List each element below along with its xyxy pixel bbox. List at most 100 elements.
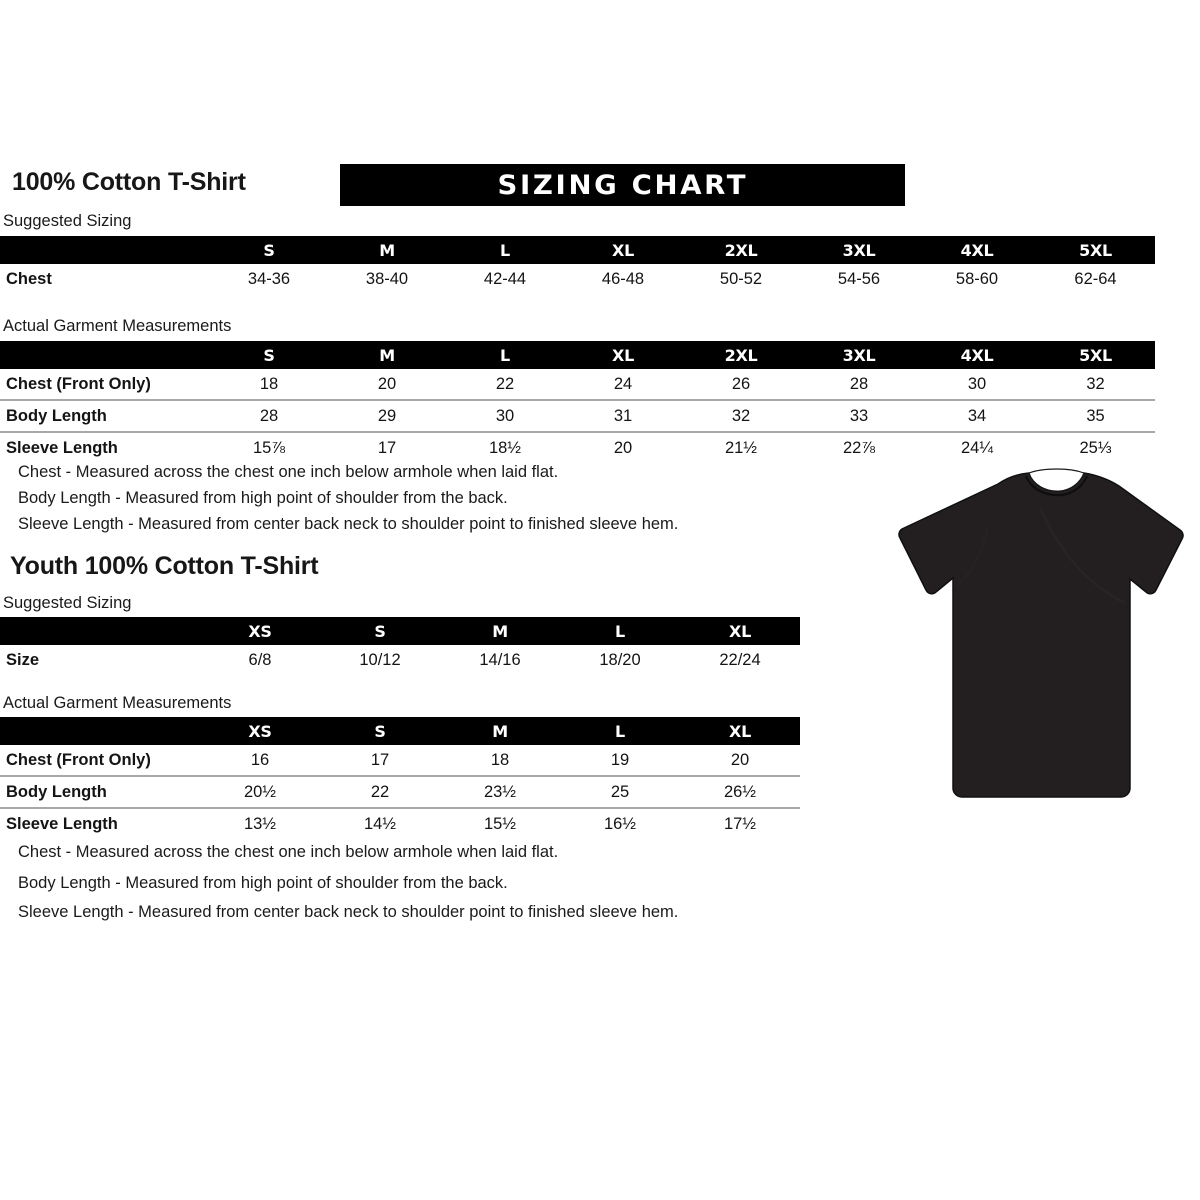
- table-row: Chest (Front Only) 16 17 18 19 20: [0, 745, 800, 776]
- cell-bodylength-l: 25: [560, 775, 680, 808]
- col-head-m: M: [379, 345, 395, 365]
- cell-chest-m: 38-40: [365, 269, 409, 288]
- cell-sleevelength-xl: 17½: [680, 807, 800, 839]
- cell-chestfront-m: 18: [490, 750, 510, 769]
- cell-bodylength-xs: 20½: [200, 775, 320, 808]
- product-image-black-tshirt: [890, 468, 1190, 813]
- cell-chestfront-l: 19: [610, 750, 630, 769]
- table-row: Chest 34-36 38-40 42-44 46-48 50-52 54-5…: [0, 264, 1155, 294]
- cell-chestfront-l: 22: [495, 374, 515, 393]
- col-head-l: L: [500, 240, 510, 260]
- cell-sleevelength-l: 16½: [560, 807, 680, 839]
- cell-chestfront-2xl: 26: [731, 374, 751, 393]
- col-head-blank: [0, 236, 210, 264]
- cell-chest-l: 42-44: [483, 269, 527, 288]
- cell-chestfront-s: 17: [370, 750, 390, 769]
- cell-size-s: 10/12: [359, 650, 401, 669]
- table-row: Sleeve Length 13½ 14½ 15½ 16½ 17½: [0, 807, 800, 839]
- col-head-xs: XS: [248, 621, 272, 641]
- cell-sleevelength-l: 18½: [446, 431, 564, 463]
- col-head-3xl: 3XL: [842, 345, 876, 365]
- table-row: Size 6/8 10/12 14/16 18/20 22/24: [0, 645, 800, 675]
- cell-chestfront-xl: 24: [613, 374, 633, 393]
- row-label-sleeve-length: Sleeve Length: [0, 431, 210, 463]
- cell-chestfront-xs: 16: [250, 750, 270, 769]
- cell-bodylength-s: 28: [210, 399, 328, 432]
- cell-bodylength-m: 29: [328, 399, 446, 432]
- cell-chestfront-m: 20: [377, 374, 397, 393]
- cell-sleevelength-4xl: 24¼: [918, 431, 1036, 463]
- cell-chestfront-4xl: 30: [967, 374, 987, 393]
- cell-size-xl: 22/24: [719, 650, 761, 669]
- cell-chest-5xl: 62-64: [1074, 269, 1117, 288]
- col-head-5xl: 5XL: [1079, 345, 1112, 365]
- row-label-sleeve-length: Sleeve Length: [0, 807, 200, 839]
- table-row: Body Length 20½ 22 23½ 25 26½: [0, 775, 800, 808]
- col-head-m: M: [492, 621, 508, 641]
- col-head-2xl: 2XL: [724, 240, 758, 260]
- adult-note-chest: Chest - Measured across the chest one in…: [18, 463, 559, 481]
- adult-note-sleeve-length: Sleeve Length - Measured from center bac…: [18, 515, 679, 533]
- cell-size-m: 14/16: [479, 650, 521, 669]
- cell-sleevelength-m: 15½: [440, 807, 560, 839]
- cell-bodylength-3xl: 33: [800, 399, 918, 432]
- table-row: Sleeve Length 15⅞ 17 18½ 20 21½ 22⅞ 24¼ …: [0, 431, 1155, 463]
- cell-bodylength-2xl: 32: [682, 399, 800, 432]
- cell-size-xs: 6/8: [248, 650, 272, 669]
- col-head-xl: XL: [612, 240, 634, 260]
- cell-chest-3xl: 54-56: [837, 269, 881, 288]
- col-head-4xl: 4XL: [960, 345, 994, 365]
- youth-suggested-sizing-table: XS S M L XL Size 6/8 10/12 14/16 18/20 2…: [0, 617, 800, 675]
- adult-actual-measurements-table: S M L XL 2XL 3XL 4XL 5XL Chest (Front On…: [0, 341, 1155, 463]
- col-head-4xl: 4XL: [960, 240, 994, 260]
- table-row: Chest (Front Only) 18 20 22 24 26 28 30 …: [0, 369, 1155, 400]
- cell-sleevelength-5xl: 25⅓: [1036, 431, 1155, 463]
- col-head-s: S: [374, 621, 386, 641]
- sizing-chart-banner-text: SIZING CHART: [497, 169, 748, 201]
- adult-actual-measurements-label: Actual Garment Measurements: [3, 317, 232, 335]
- cell-bodylength-l: 30: [446, 399, 564, 432]
- col-head-blank: [0, 717, 200, 745]
- table-header-row: XS S M L XL: [0, 617, 800, 645]
- col-head-3xl: 3XL: [842, 240, 876, 260]
- cell-chest-xl: 46-48: [601, 269, 645, 288]
- table-header-row: S M L XL 2XL 3XL 4XL 5XL: [0, 341, 1155, 369]
- adult-suggested-sizing-table: S M L XL 2XL 3XL 4XL 5XL Chest 34-36 38-…: [0, 236, 1155, 294]
- cell-sleevelength-m: 17: [328, 431, 446, 463]
- cell-sleevelength-xl: 20: [564, 431, 682, 463]
- adult-note-body-length: Body Length - Measured from high point o…: [18, 489, 508, 507]
- cell-sleevelength-s: 14½: [320, 807, 440, 839]
- col-head-l: L: [500, 345, 510, 365]
- cell-size-l: 18/20: [599, 650, 641, 669]
- table-header-row: XS S M L XL: [0, 717, 800, 745]
- cell-sleevelength-3xl: 22⅞: [800, 431, 918, 463]
- row-label-chest: Chest: [6, 269, 52, 288]
- col-head-s: S: [374, 721, 386, 741]
- cell-bodylength-m: 23½: [440, 775, 560, 808]
- cell-bodylength-xl: 31: [564, 399, 682, 432]
- col-head-xl: XL: [729, 721, 751, 741]
- sizing-chart-banner: SIZING CHART: [340, 164, 905, 206]
- cell-bodylength-4xl: 34: [918, 399, 1036, 432]
- cell-chestfront-xl: 20: [730, 750, 750, 769]
- row-label-size: Size: [6, 650, 40, 669]
- col-head-2xl: 2XL: [724, 345, 758, 365]
- col-head-m: M: [379, 240, 395, 260]
- youth-note-sleeve-length: Sleeve Length - Measured from center bac…: [18, 903, 679, 921]
- col-head-s: S: [263, 240, 275, 260]
- col-head-xl: XL: [612, 345, 634, 365]
- col-head-5xl: 5XL: [1079, 240, 1112, 260]
- youth-note-body-length: Body Length - Measured from high point o…: [18, 874, 508, 892]
- cell-bodylength-5xl: 35: [1036, 399, 1155, 432]
- row-label-body-length: Body Length: [0, 399, 210, 432]
- cell-bodylength-xl: 26½: [680, 775, 800, 808]
- cell-chestfront-s: 18: [259, 374, 279, 393]
- col-head-xl: XL: [729, 621, 751, 641]
- col-head-m: M: [492, 721, 508, 741]
- row-label-chest-front-only: Chest (Front Only): [6, 374, 151, 393]
- col-head-xs: XS: [248, 721, 272, 741]
- cell-sleevelength-xs: 13½: [200, 807, 320, 839]
- cell-chest-s: 34-36: [247, 269, 291, 288]
- row-label-chest-front-only: Chest (Front Only): [6, 750, 151, 769]
